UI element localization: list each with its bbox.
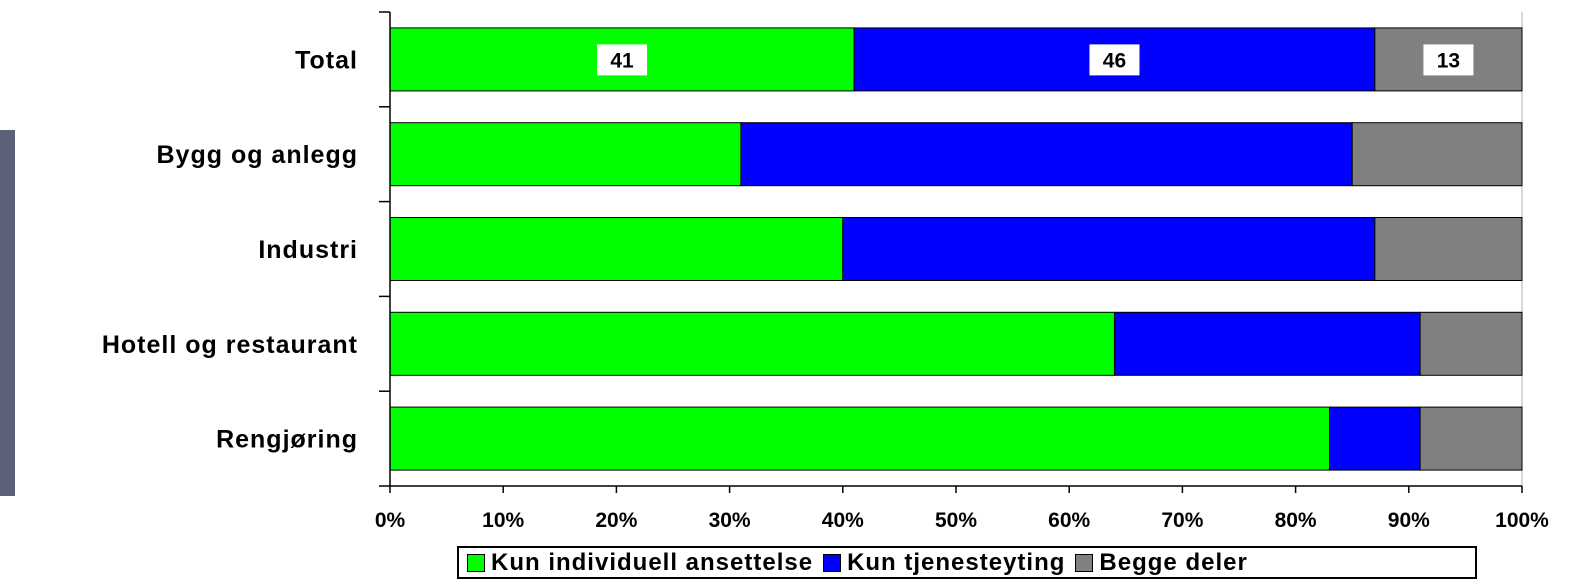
- legend-swatch: [1075, 553, 1094, 572]
- category-label: Industri: [258, 236, 358, 264]
- legend-label: Begge deler: [1099, 548, 1248, 576]
- bar-segment: [1419, 311, 1523, 376]
- x-tick-label: 30%: [709, 509, 751, 532]
- legend-label: Kun tjenesteyting: [847, 548, 1066, 576]
- legend-swatch: [467, 553, 485, 572]
- data-label: 41: [610, 49, 634, 72]
- chart-legend: Kun individuell ansettelse Kun tjenesteyt…: [457, 546, 1477, 579]
- x-tick-label: 0%: [375, 509, 406, 532]
- side-accent-bar: [0, 130, 15, 496]
- data-label-box: [597, 44, 648, 76]
- data-label-box: [1423, 44, 1474, 76]
- bar-segment: [1329, 406, 1421, 471]
- x-tick-label: 50%: [935, 509, 977, 532]
- bar-segment: [389, 122, 742, 187]
- category-label: Total: [295, 46, 358, 74]
- bar-segment: [740, 122, 1353, 187]
- data-label: 13: [1437, 49, 1460, 72]
- bar-segment: [842, 217, 1376, 281]
- x-tick-label: 10%: [482, 509, 524, 532]
- x-tick-label: 90%: [1388, 509, 1430, 532]
- bar-segment: [1374, 217, 1523, 281]
- x-tick-label: 70%: [1161, 509, 1203, 532]
- x-tick-label: 60%: [1048, 509, 1090, 532]
- legend-swatch: [823, 553, 842, 572]
- category-label: Bygg og anlegg: [157, 141, 359, 169]
- stacked-bar-chart: 41 46 13 Total Bygg og anlegg Industri Hotell…: [102, 11, 1549, 532]
- legend-item: Kun individuell ansettelse: [467, 549, 813, 577]
- x-tick-label: 100%: [1495, 509, 1549, 532]
- legend-label: Kun individuell ansettelse: [491, 548, 814, 576]
- x-tick-label: 80%: [1275, 509, 1317, 532]
- bar-segment: [1419, 406, 1523, 471]
- bar-segment: [389, 217, 844, 281]
- category-label: Hotell og restaurant: [102, 331, 358, 359]
- bar-segment: [389, 406, 1331, 471]
- x-tick-label: 20%: [595, 509, 637, 532]
- category-label: Rengjøring: [216, 426, 358, 454]
- x-tick-label: 40%: [822, 509, 864, 532]
- bar-segment: [389, 311, 1115, 376]
- data-label: 46: [1103, 49, 1126, 72]
- bar-segment: [1351, 122, 1523, 187]
- legend-item: Kun tjenesteyting: [823, 549, 1065, 577]
- legend-item: Begge deler: [1075, 549, 1247, 577]
- bar-segment: [1113, 311, 1421, 376]
- data-label-box: [1089, 44, 1140, 76]
